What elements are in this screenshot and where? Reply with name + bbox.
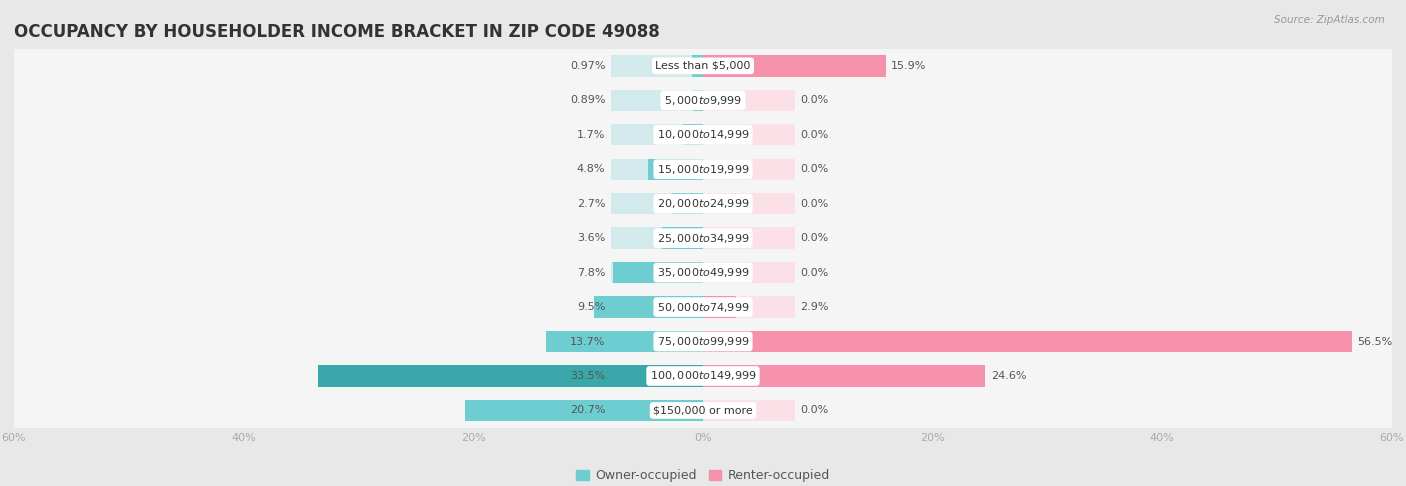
Bar xyxy=(703,365,986,387)
Bar xyxy=(703,296,794,318)
Bar xyxy=(648,158,703,180)
Bar xyxy=(703,55,794,76)
Bar xyxy=(612,365,703,387)
Text: 15.9%: 15.9% xyxy=(891,61,927,71)
Bar xyxy=(612,55,703,76)
Bar xyxy=(703,55,886,76)
Text: 0.0%: 0.0% xyxy=(800,130,830,140)
Text: $50,000 to $74,999: $50,000 to $74,999 xyxy=(657,300,749,313)
Bar xyxy=(465,400,703,421)
FancyBboxPatch shape xyxy=(0,213,1406,263)
FancyBboxPatch shape xyxy=(0,41,1406,91)
Text: 9.5%: 9.5% xyxy=(576,302,606,312)
Bar xyxy=(546,331,703,352)
Bar xyxy=(613,262,703,283)
Text: $10,000 to $14,999: $10,000 to $14,999 xyxy=(657,128,749,141)
FancyBboxPatch shape xyxy=(0,179,1406,228)
Text: 0.0%: 0.0% xyxy=(800,199,830,208)
FancyBboxPatch shape xyxy=(0,282,1406,332)
Bar xyxy=(612,89,703,111)
Bar xyxy=(612,193,703,214)
Text: 33.5%: 33.5% xyxy=(571,371,606,381)
Text: 13.7%: 13.7% xyxy=(569,336,606,347)
Bar xyxy=(693,89,703,111)
Text: $75,000 to $99,999: $75,000 to $99,999 xyxy=(657,335,749,348)
Text: Source: ZipAtlas.com: Source: ZipAtlas.com xyxy=(1274,15,1385,25)
Bar xyxy=(672,193,703,214)
Bar xyxy=(683,124,703,145)
Text: 4.8%: 4.8% xyxy=(576,164,606,174)
Bar xyxy=(703,331,1351,352)
Bar xyxy=(318,365,703,387)
FancyBboxPatch shape xyxy=(0,385,1406,435)
Text: $35,000 to $49,999: $35,000 to $49,999 xyxy=(657,266,749,279)
Text: $100,000 to $149,999: $100,000 to $149,999 xyxy=(650,369,756,382)
Legend: Owner-occupied, Renter-occupied: Owner-occupied, Renter-occupied xyxy=(576,469,830,482)
Bar xyxy=(593,296,703,318)
Text: $15,000 to $19,999: $15,000 to $19,999 xyxy=(657,163,749,176)
Bar xyxy=(612,296,703,318)
Bar xyxy=(612,124,703,145)
Bar xyxy=(703,227,794,249)
Bar xyxy=(703,331,794,352)
Bar xyxy=(612,227,703,249)
FancyBboxPatch shape xyxy=(0,144,1406,194)
Text: 20.7%: 20.7% xyxy=(569,405,606,416)
Text: 2.7%: 2.7% xyxy=(576,199,606,208)
Text: 3.6%: 3.6% xyxy=(576,233,606,243)
Text: 2.9%: 2.9% xyxy=(800,302,830,312)
Text: 0.0%: 0.0% xyxy=(800,268,830,278)
Bar xyxy=(612,158,703,180)
Text: 0.97%: 0.97% xyxy=(569,61,606,71)
FancyBboxPatch shape xyxy=(0,75,1406,125)
Bar xyxy=(703,193,794,214)
Text: $25,000 to $34,999: $25,000 to $34,999 xyxy=(657,232,749,244)
Text: 24.6%: 24.6% xyxy=(991,371,1026,381)
Bar xyxy=(703,124,794,145)
Bar xyxy=(692,55,703,76)
Text: $150,000 or more: $150,000 or more xyxy=(654,405,752,416)
Text: $20,000 to $24,999: $20,000 to $24,999 xyxy=(657,197,749,210)
FancyBboxPatch shape xyxy=(0,317,1406,366)
Bar xyxy=(703,296,737,318)
Bar xyxy=(703,89,794,111)
Text: Less than $5,000: Less than $5,000 xyxy=(655,61,751,71)
Bar xyxy=(703,400,794,421)
Bar xyxy=(612,331,703,352)
FancyBboxPatch shape xyxy=(0,110,1406,159)
Bar xyxy=(612,262,703,283)
Text: 0.0%: 0.0% xyxy=(800,405,830,416)
Text: 0.89%: 0.89% xyxy=(569,95,606,105)
Text: 56.5%: 56.5% xyxy=(1358,336,1393,347)
FancyBboxPatch shape xyxy=(0,351,1406,401)
Text: 0.0%: 0.0% xyxy=(800,233,830,243)
Text: $5,000 to $9,999: $5,000 to $9,999 xyxy=(664,94,742,107)
FancyBboxPatch shape xyxy=(0,248,1406,297)
Text: 1.7%: 1.7% xyxy=(576,130,606,140)
Bar xyxy=(662,227,703,249)
Text: 0.0%: 0.0% xyxy=(800,95,830,105)
Text: 7.8%: 7.8% xyxy=(576,268,606,278)
Text: OCCUPANCY BY HOUSEHOLDER INCOME BRACKET IN ZIP CODE 49088: OCCUPANCY BY HOUSEHOLDER INCOME BRACKET … xyxy=(14,23,659,41)
Bar xyxy=(612,400,703,421)
Bar xyxy=(703,262,794,283)
Bar xyxy=(703,158,794,180)
Bar xyxy=(703,365,794,387)
Text: 0.0%: 0.0% xyxy=(800,164,830,174)
